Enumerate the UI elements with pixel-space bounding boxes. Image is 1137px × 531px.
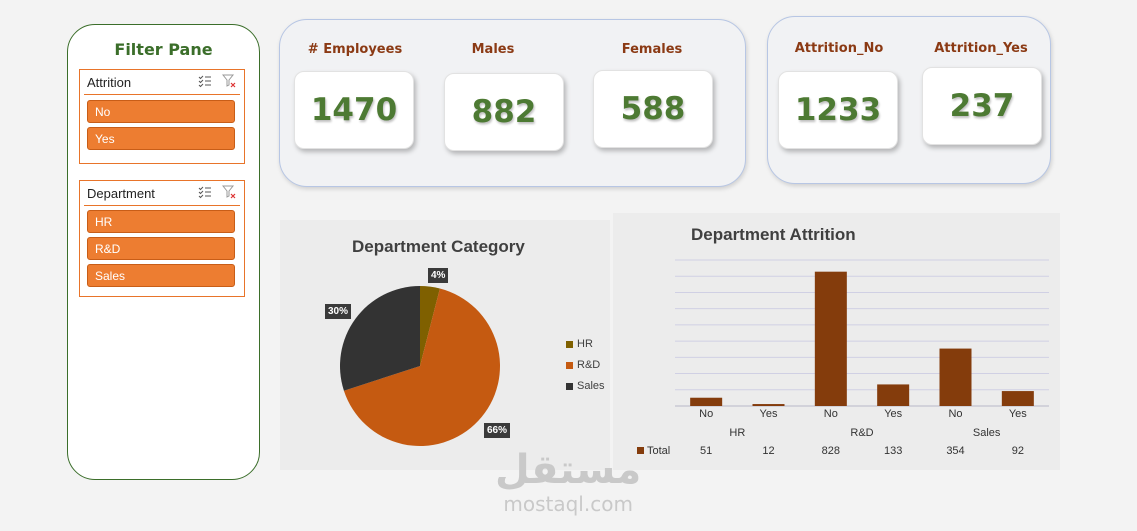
attrition-yes-kpi-value: 237 <box>949 88 1015 124</box>
data-table-value: 12 <box>762 445 774 457</box>
slicer-item-department-hr[interactable]: HR <box>87 210 235 233</box>
data-table-legend-swatch <box>637 447 644 454</box>
legend-item-sales: Sales <box>566 380 605 392</box>
females-kpi-label: Females <box>621 42 683 57</box>
employees-kpi-card: 1470 <box>294 71 414 149</box>
department-slicer-label: Department <box>87 186 155 201</box>
clear-filter-icon[interactable] <box>222 74 236 88</box>
data-table-value: 133 <box>884 445 902 457</box>
pie-data-label-hr: 4% <box>428 268 449 283</box>
legend-label-hr: HR <box>577 338 593 350</box>
attrition-yes-kpi-label: Attrition_Yes <box>934 41 1028 56</box>
x-tick-label: Yes <box>760 408 778 420</box>
bar-hr-no[interactable] <box>690 397 723 406</box>
department-slicer-header: Department <box>84 181 240 206</box>
bar-chart-svg: No 51 Yes 12 No 828 Yes 133 No 354 Yes 92 HR R&D Sales… <box>637 259 1049 457</box>
data-table-value: 51 <box>700 445 712 457</box>
males-kpi-label: Males <box>471 42 515 57</box>
mostaql-watermark: مستقل mostaql.com <box>495 450 641 516</box>
department-attrition-chart: Department Attrition No 51 Yes 12 No 828 Yes 13… <box>613 213 1060 470</box>
males-kpi-card: 882 <box>444 73 564 151</box>
pie-chart-svg <box>340 286 500 446</box>
bar-sales-no[interactable] <box>939 348 972 406</box>
x-tick-label: Yes <box>1009 408 1027 420</box>
department-slicer: Department HR R&D Sales <box>79 180 245 297</box>
clear-filter-icon[interactable] <box>222 185 236 199</box>
x-group-label: Sales <box>973 427 1001 439</box>
slicer-item-attrition-yes[interactable]: Yes <box>87 127 235 150</box>
employees-kpi-value: 1470 <box>310 92 398 128</box>
bar-chart-title: Department Attrition <box>691 225 856 244</box>
multi-select-icon[interactable] <box>198 185 212 199</box>
pie-slice-sales[interactable] <box>340 286 420 391</box>
males-kpi-value: 882 <box>471 94 537 130</box>
bar-rd-yes[interactable] <box>877 384 910 406</box>
legend-label-sales: Sales <box>577 380 605 392</box>
legend-swatch-sales <box>566 382 573 390</box>
slicer-item-attrition-no[interactable]: No <box>87 100 235 123</box>
slicer-item-department-sales[interactable]: Sales <box>87 264 235 287</box>
department-category-chart: Department Category 4% 66% 30% HR R&D Sales <box>280 220 610 470</box>
multi-select-icon[interactable] <box>198 74 212 88</box>
legend-item-hr: HR <box>566 338 593 350</box>
legend-swatch-hr <box>566 340 573 348</box>
x-tick-label: Yes <box>884 408 902 420</box>
filter-pane: Filter Pane Attrition No Yes Department <box>67 24 260 480</box>
bar-hr-yes[interactable] <box>752 404 785 406</box>
attrition-yes-kpi-card: 237 <box>922 67 1042 145</box>
females-kpi-value: 588 <box>620 91 686 127</box>
legend-item-rd: R&D <box>566 359 600 371</box>
x-tick-label: No <box>824 408 838 420</box>
attrition-kpi-panel: Attrition_No Attrition_Yes 1233 237 <box>767 16 1051 184</box>
pie-data-label-rd: 66% <box>484 423 511 438</box>
bar-rd-no[interactable] <box>814 271 847 406</box>
headcount-kpi-panel: # Employees Males Females 1470 882 588 <box>279 19 746 187</box>
data-table-value: 92 <box>1012 445 1024 457</box>
bar-sales-yes[interactable] <box>1001 391 1034 406</box>
pie-chart-title: Department Category <box>352 237 525 256</box>
watermark-arabic-text: مستقل <box>495 447 642 493</box>
pie-slice-hr[interactable] <box>420 286 440 366</box>
data-table-value: 354 <box>946 445 964 457</box>
legend-label-rd: R&D <box>577 359 601 371</box>
slicer-item-department-rd[interactable]: R&D <box>87 237 235 260</box>
attrition-slicer: Attrition No Yes <box>79 69 245 164</box>
filter-pane-title: Filter Pane <box>114 40 213 59</box>
watermark-latin-text: mostaql.com <box>503 492 633 516</box>
x-tick-label: No <box>948 408 962 420</box>
attrition-no-kpi-label: Attrition_No <box>794 41 884 56</box>
data-table-value: 828 <box>822 445 840 457</box>
legend-swatch-rd <box>566 361 573 369</box>
x-group-label: HR <box>729 427 745 439</box>
pie-slice-rd[interactable] <box>343 288 500 446</box>
attrition-slicer-header: Attrition <box>84 70 240 95</box>
employees-kpi-label: # Employees <box>307 42 403 57</box>
attrition-slicer-label: Attrition <box>87 75 132 90</box>
pie-data-label-sales: 30% <box>325 304 352 319</box>
data-table-series-label: Total <box>647 445 670 457</box>
attrition-no-kpi-card: 1233 <box>778 71 898 149</box>
attrition-no-kpi-value: 1233 <box>794 92 882 128</box>
x-group-label: R&D <box>850 427 873 439</box>
x-tick-label: No <box>699 408 713 420</box>
females-kpi-card: 588 <box>593 70 713 148</box>
